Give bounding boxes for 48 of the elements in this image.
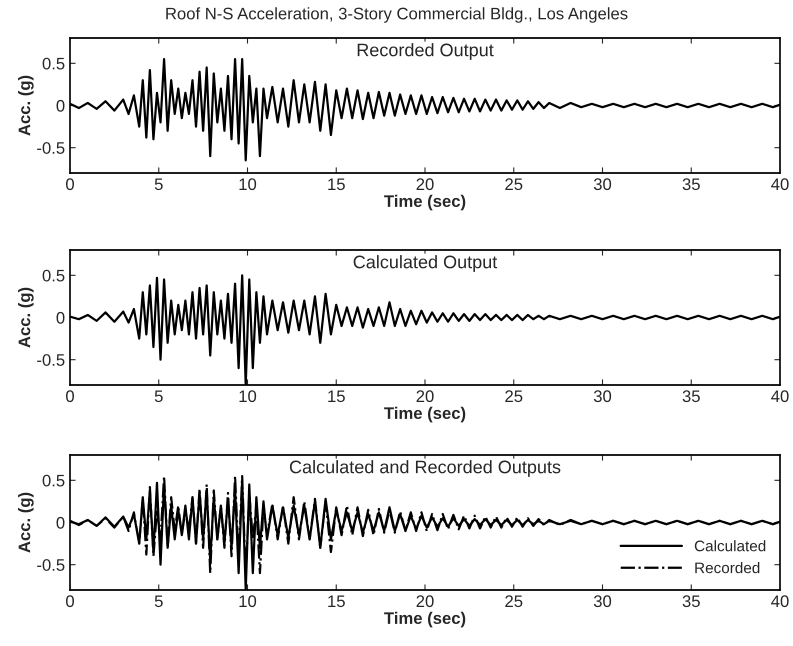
x-tick-label: 15 [328,595,345,608]
y-tick-label: 0.5 [42,474,64,487]
y-tick-label: 0 [56,312,64,324]
y-tick-label: 0.5 [42,58,64,70]
x-tick-label: 5 [154,595,163,608]
x-tick-label: 35 [682,390,700,402]
x-tick-label: 15 [328,390,345,402]
x-tick-label: 30 [594,178,612,190]
x-tick-label: 25 [505,595,522,608]
chart-title: Roof N-S Acceleration, 3-Story Commercial Bldg., Los Angeles [166,7,628,23]
x-tick-label: 0 [66,390,74,402]
y-tick-label: -0.5 [37,354,64,366]
y-tick-label: 0.5 [42,270,64,282]
y-axis-title: Acc. (g) [18,76,34,136]
x-tick-label: 30 [594,390,612,402]
legend-label: Recorded [695,562,760,574]
x-tick-label: 10 [240,595,256,608]
x-tick-label: 15 [328,178,345,190]
x-tick-label: 20 [416,595,434,608]
x-tick-label: 35 [682,178,700,190]
x-axis-title: Time (sec) [384,194,466,210]
annotation: Calculated and Recorded Outputs [290,460,560,477]
x-tick-label: 0 [66,595,74,608]
x-tick-label: 25 [505,390,522,402]
annotation: Calculated Output [354,255,498,272]
x-tick-label: 35 [682,595,700,608]
y-tick-label: -0.5 [37,142,64,154]
x-tick-label: 25 [505,178,522,190]
x-tick-label: 0 [66,178,74,190]
x-tick-label: 5 [154,178,163,190]
y-tick-label: 0 [56,516,64,529]
y-axis-title: Acc. (g) [18,288,34,348]
annotation: Recorded Output [358,43,494,60]
x-tick-label: 40 [771,595,789,608]
x-axis-title: Time (sec) [384,612,466,628]
x-tick-label: 5 [154,390,163,402]
x-tick-label: 20 [416,390,434,402]
y-tick-label: -0.5 [37,559,64,571]
x-tick-label: 40 [771,178,789,190]
x-tick-label: 40 [771,390,789,402]
y-tick-label: 0 [56,100,64,112]
legend-label: Calculated [694,540,766,552]
y-axis-title: Acc. (g) [18,492,34,553]
x-axis-title: Time (sec) [384,406,466,422]
x-tick-label: 30 [594,595,612,608]
x-tick-label: 10 [240,178,256,190]
x-tick-label: 10 [240,390,256,402]
x-tick-label: 20 [416,178,434,190]
